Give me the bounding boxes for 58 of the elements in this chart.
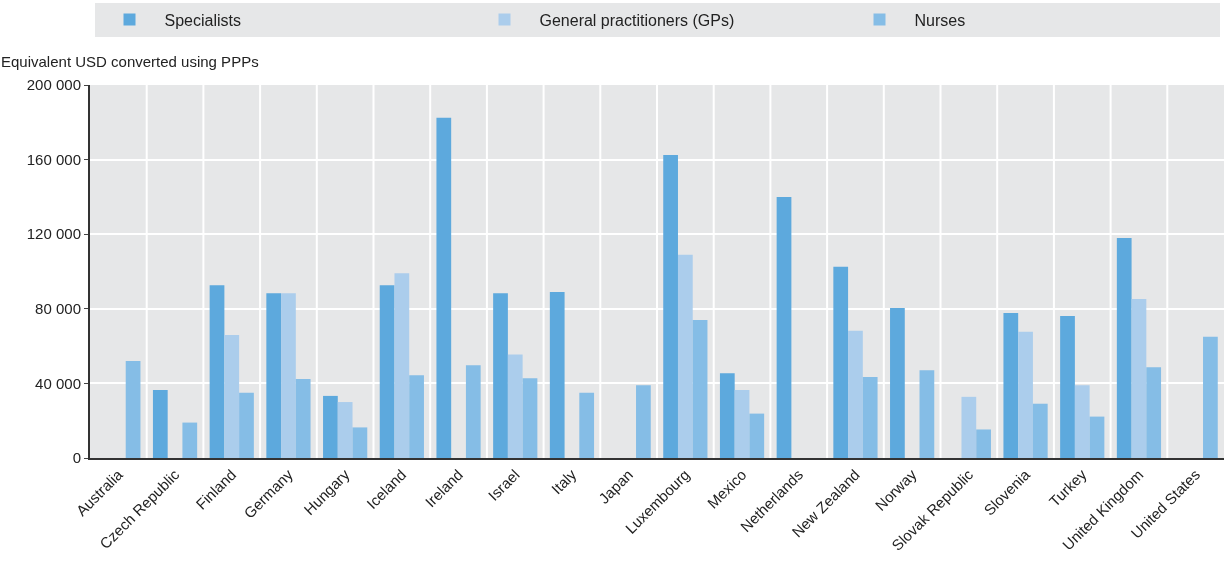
bar: [281, 293, 296, 458]
y-tick-label: 160 000: [26, 150, 81, 168]
bar: [436, 117, 452, 458]
bar: [323, 395, 338, 458]
legend-label: Nurses: [914, 11, 966, 29]
bar: [507, 354, 523, 458]
bar: [749, 413, 765, 458]
bar: [409, 375, 424, 458]
y-tick-label: 80 000: [35, 300, 81, 318]
bar: [394, 273, 410, 458]
bar: [337, 402, 353, 458]
bar: [719, 373, 735, 458]
bar: [239, 392, 254, 458]
bar: [919, 370, 935, 458]
bar: [1018, 331, 1033, 458]
bar: [862, 377, 878, 458]
bar: [1074, 385, 1090, 458]
bar: [1003, 312, 1019, 458]
bar: [493, 293, 508, 458]
bar: [976, 429, 991, 458]
y-tick-label: 200 000: [26, 76, 81, 94]
bar: [579, 392, 595, 458]
bar: [1146, 367, 1162, 458]
bar: [848, 330, 863, 458]
bar: [209, 285, 225, 458]
bar: [734, 389, 750, 458]
legend-label: Specialists: [164, 11, 241, 29]
bar: [663, 155, 678, 458]
y-tick-label: 40 000: [35, 374, 81, 392]
bar: [379, 285, 395, 458]
bar: [224, 334, 240, 458]
bar: [1060, 315, 1075, 458]
bar: [776, 196, 792, 458]
bar: [1116, 237, 1132, 458]
bar: [692, 319, 708, 458]
bar: [1203, 336, 1218, 458]
bar: [677, 254, 693, 458]
legend-label: General practitioners (GPs): [539, 11, 735, 29]
y-axis-title: Equivalent USD converted using PPPs: [1, 53, 259, 70]
bar: [522, 378, 538, 458]
bar: [1032, 403, 1048, 458]
bar: [352, 427, 368, 458]
bar: [465, 365, 481, 458]
bar: [182, 422, 198, 458]
bar: [961, 396, 977, 458]
y-tick-label: 0: [72, 449, 81, 467]
bar: [636, 385, 651, 458]
bar: [890, 308, 905, 458]
bar: [549, 292, 565, 458]
y-tick-label: 120 000: [26, 225, 81, 243]
bar: [125, 361, 141, 458]
bar: [266, 293, 282, 458]
bar: [152, 389, 168, 458]
bar: [833, 266, 849, 458]
bar: [1089, 416, 1105, 458]
bar: [295, 379, 311, 458]
x-tick-label: Italy: [547, 465, 580, 498]
bar: [1131, 299, 1147, 458]
